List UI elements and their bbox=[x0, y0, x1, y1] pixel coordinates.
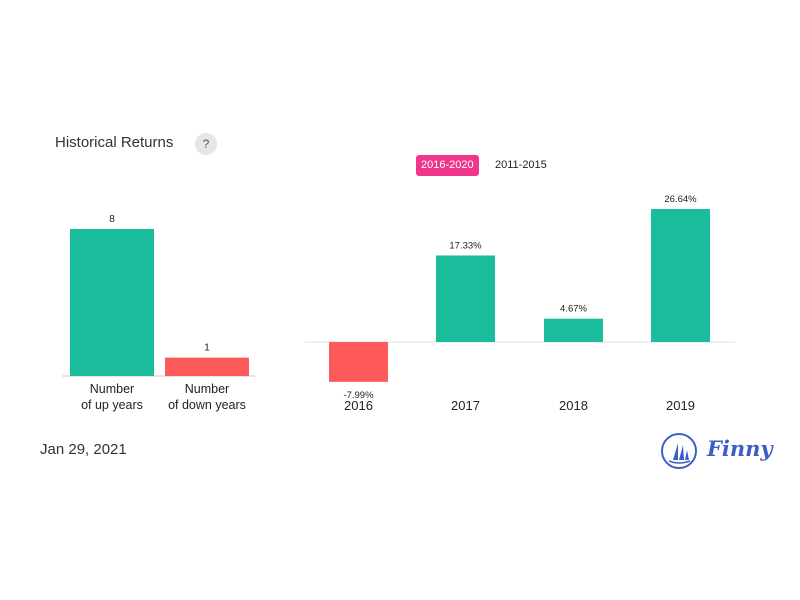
right-bar-value-2016: -7.99% bbox=[343, 390, 374, 401]
right-bar-value-2018: 4.67% bbox=[560, 304, 587, 315]
brand-name: Finny bbox=[707, 436, 773, 461]
right-category-label-2018: 2018 bbox=[559, 398, 588, 413]
left-bar-0 bbox=[70, 229, 154, 376]
right-category-label-2017: 2017 bbox=[451, 398, 480, 413]
left-category-label-0-0: Number bbox=[90, 382, 134, 396]
left-category-label-1-1: of down years bbox=[168, 398, 246, 412]
right-bar-2019 bbox=[651, 209, 710, 342]
left-bar-1 bbox=[165, 357, 249, 376]
right-bar-2016 bbox=[329, 342, 388, 382]
right-category-label-2019: 2019 bbox=[666, 398, 695, 413]
left-bar-value-0: 8 bbox=[109, 214, 115, 225]
chart-title: Historical Returns bbox=[55, 134, 174, 151]
finny-logo[interactable]: Finny bbox=[660, 430, 773, 474]
right-bar-value-2019: 26.64% bbox=[664, 194, 697, 205]
help-button[interactable]: ? bbox=[195, 133, 217, 155]
left-bar-value-1: 1 bbox=[204, 343, 210, 354]
tab-2011-2015[interactable]: 2011-2015 bbox=[495, 159, 547, 171]
right-bar-value-2017: 17.33% bbox=[449, 240, 482, 251]
sailboat-icon bbox=[661, 433, 697, 469]
tab-2016-2020[interactable]: 2016-2020 bbox=[416, 155, 479, 176]
right-bar-2017 bbox=[436, 255, 495, 342]
right-category-label-2016: 2016 bbox=[344, 398, 373, 413]
left-category-label-0-1: of up years bbox=[81, 398, 143, 412]
as-of-date: Jan 29, 2021 bbox=[40, 441, 127, 458]
right-bar-2018 bbox=[544, 318, 603, 342]
left-category-label-1-0: Number bbox=[185, 382, 229, 396]
